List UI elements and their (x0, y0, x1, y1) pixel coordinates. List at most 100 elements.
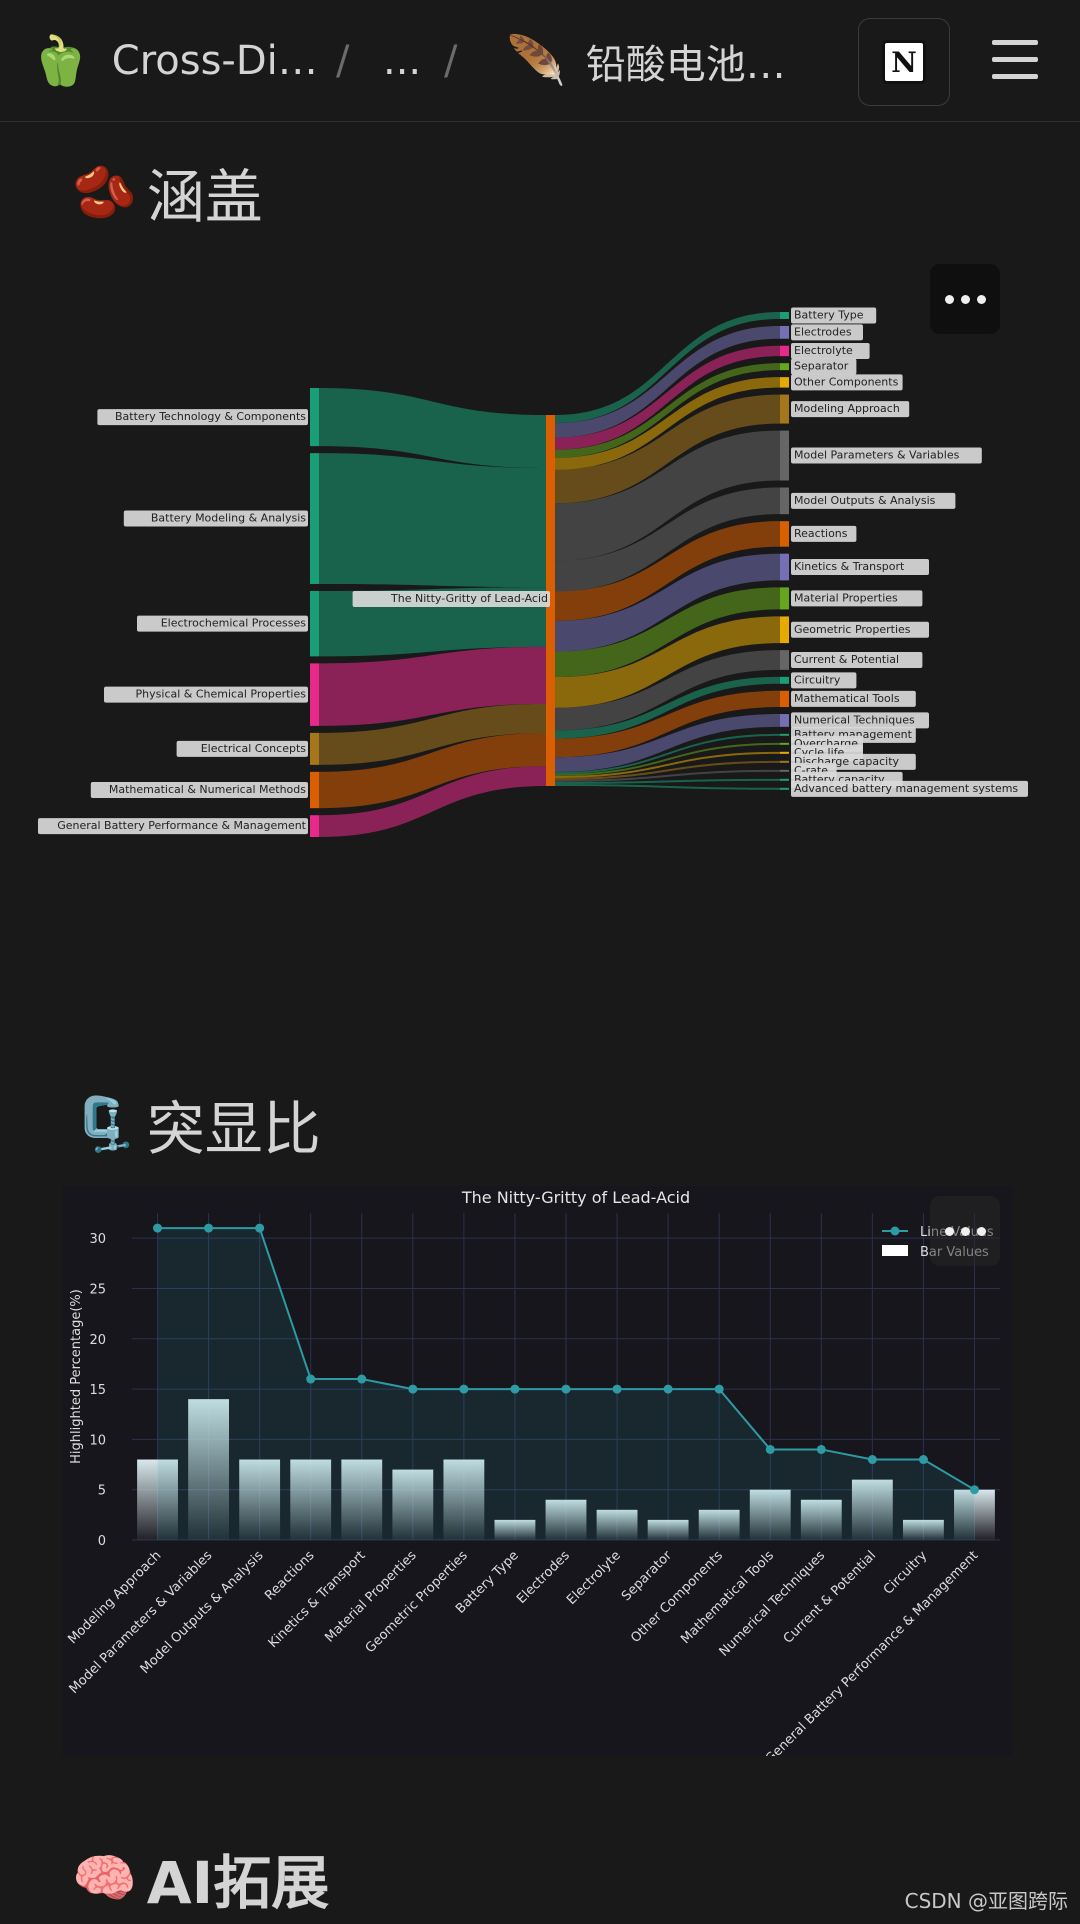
sankey-target-node (780, 650, 789, 670)
sankey-target-label: Mathematical Tools (791, 690, 916, 707)
sankey-source-link (319, 388, 546, 468)
line-point (765, 1444, 775, 1454)
sankey-target-link (555, 778, 780, 784)
sankey-target-label-text: Geometric Properties (794, 623, 911, 636)
highlight-chart-panel: The Nitty-Gritty of Lead-Acid 0 5 10 15 20 25 3… (62, 1186, 1012, 1756)
x-tick-label: Kinetics & Transport (266, 1548, 369, 1651)
sankey-target-link (555, 394, 780, 504)
sankey-target-label: Battery Type (791, 307, 877, 324)
x-tick-label: Mathematical Tools (678, 1548, 777, 1647)
sankey-target-link (555, 487, 780, 592)
notion-logo-icon: N (882, 40, 926, 84)
sankey-source-label-bg (90, 782, 308, 799)
x-tick-label: Electrolyte (564, 1548, 624, 1608)
sankey-target-link (555, 690, 780, 758)
y-tick-label: 25 (89, 1282, 106, 1297)
sankey-source-label: Mathematical & Numerical Methods (90, 782, 308, 799)
workspace-breadcrumb[interactable]: 🫑 Cross-Di… (30, 0, 318, 121)
bar (647, 1519, 689, 1540)
dot-icon (976, 1226, 986, 1236)
sankey-target-label-text: Other Components (794, 375, 899, 388)
sankey-target-link (555, 377, 780, 470)
chart-title: The Nitty-Gritty of Lead-Acid (461, 1188, 690, 1207)
sankey-target-node (780, 616, 789, 644)
chart-more-options-button[interactable] (930, 1196, 1000, 1266)
sankey-source-label: Battery Technology & Components (97, 409, 309, 426)
bar (596, 1509, 638, 1540)
bar-series (137, 1399, 995, 1540)
bar (698, 1509, 740, 1540)
breadcrumb-ellipsis[interactable]: ... (383, 37, 422, 84)
highlight-title: 突显比 (146, 1095, 321, 1163)
sankey-target-label: Electrolyte (791, 342, 870, 359)
coverage-title: 涵盖 (146, 163, 263, 231)
x-tick-label: Geometric Properties (363, 1548, 471, 1656)
sankey-source-label: Electrochemical Processes (137, 615, 308, 632)
feather-icon: 🪶 (506, 32, 566, 89)
sankey-target-link (555, 587, 780, 678)
sankey-source-link (319, 646, 546, 726)
sankey-target-link (555, 363, 780, 458)
sankey-target-link (555, 714, 780, 772)
dot-icon (960, 294, 970, 304)
sankey-source-node (310, 732, 319, 765)
sankey-target-link (555, 616, 780, 708)
sankey-source-label-text: Electrochemical Processes (161, 617, 307, 630)
sankey-target-link (555, 733, 780, 774)
more-options-button[interactable] (930, 264, 1000, 334)
line-area (157, 1228, 975, 1540)
bar (392, 1469, 434, 1540)
breadcrumb-separator: / (444, 37, 458, 84)
beans-icon: 🫘 (72, 162, 137, 223)
sankey-target-label: Other Components (791, 374, 903, 391)
sankey-target-label-bg (791, 342, 870, 359)
sankey-target-label-text: Numerical Techniques (794, 713, 915, 726)
open-in-notion-button[interactable]: N (858, 18, 950, 106)
page-breadcrumb[interactable]: 🪶 铅酸电池… (506, 0, 786, 121)
bar (188, 1399, 230, 1540)
sankey-target-link (555, 742, 780, 776)
sankey-target-label: Separator (791, 358, 857, 375)
bar (954, 1489, 995, 1540)
sankey-target-link (555, 345, 780, 450)
dot-icon (960, 1226, 970, 1236)
dot-icon (944, 294, 954, 304)
line-point (663, 1384, 673, 1394)
line-point (867, 1455, 877, 1465)
sankey-target-node (780, 778, 789, 781)
sankey-target-node (780, 769, 789, 772)
sankey-source-label-bg (38, 818, 308, 835)
sankey-target-link (555, 783, 780, 790)
breadcrumb-separator: / (336, 37, 350, 84)
line-points (153, 1223, 979, 1495)
sankey-source-label-bg (97, 409, 309, 426)
line-point (204, 1223, 214, 1233)
sankey-target-label-bg (791, 401, 910, 418)
sankey-target-label: Reactions (791, 525, 857, 542)
sankey-target-label: Kinetics & Transport (791, 559, 929, 576)
sankey-target-link (555, 760, 780, 780)
x-tick-label: Other Components (628, 1548, 726, 1646)
sankey-target-link (555, 312, 780, 424)
sankey-target-label-bg (791, 447, 982, 464)
sankey-source-label-text: Electrical Concepts (201, 742, 307, 755)
sankey-target-label: Advanced battery management systems (791, 780, 1028, 797)
y-tick-label: 15 (89, 1383, 106, 1398)
brain-icon: 🧠 (72, 1848, 137, 1909)
line-point (357, 1374, 367, 1384)
sankey-target-label: Geometric Properties (791, 621, 929, 638)
sankey-target-label-text: Battery Type (794, 308, 864, 321)
ai-heading: 🧠 AI拓展 (72, 1836, 329, 1920)
y-tick-label: 0 (98, 1534, 106, 1549)
sankey-target-link (555, 751, 780, 778)
sankey-source-label-bg (137, 615, 308, 632)
sankey-target-label-bg (791, 324, 863, 341)
sankey-target-node (780, 521, 789, 547)
hamburger-menu-icon[interactable] (992, 40, 1038, 80)
sankey-target-label-bg (791, 559, 929, 576)
sankey-source-node (310, 590, 319, 657)
sankey-target-label-text: Separator (794, 360, 849, 373)
line-point (153, 1223, 163, 1233)
bar (494, 1519, 536, 1540)
legend-bar-swatch (882, 1245, 908, 1256)
